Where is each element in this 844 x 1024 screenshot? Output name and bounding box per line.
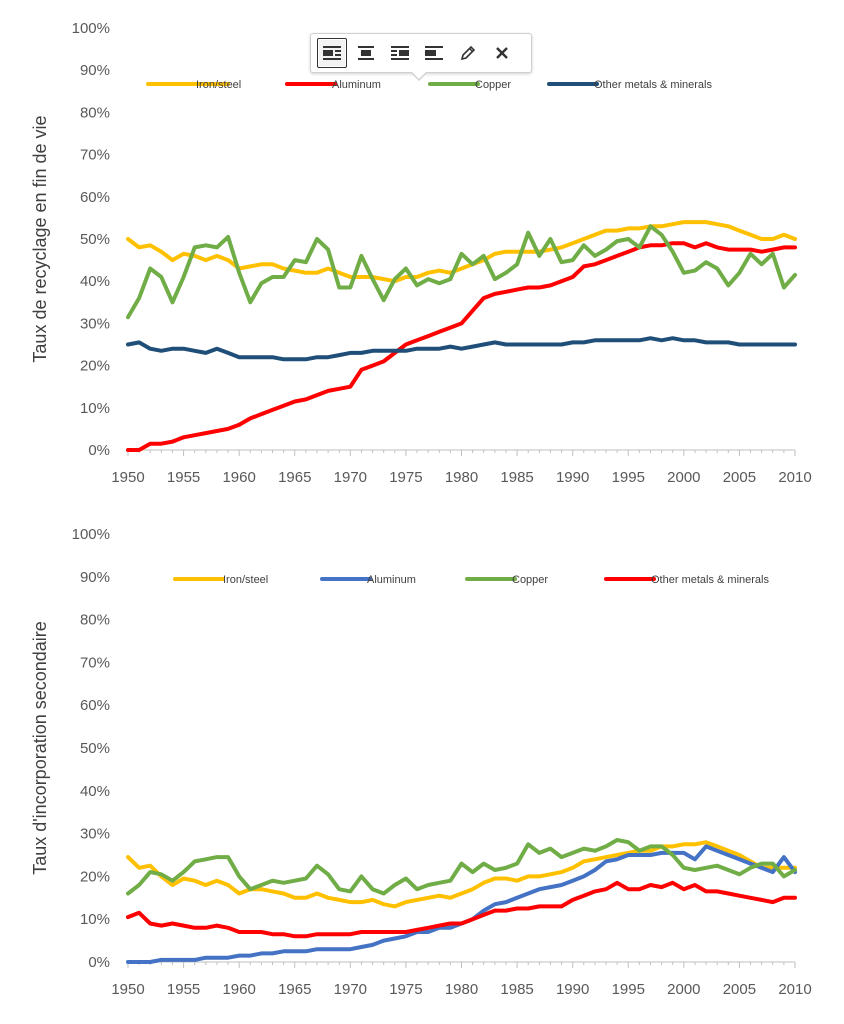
x-tick-label: 2010 bbox=[778, 981, 811, 998]
y-tick-label: 20% bbox=[80, 868, 110, 885]
align-center-icon bbox=[357, 46, 375, 60]
series-line-copper bbox=[126, 224, 797, 320]
series-line-iron-steel bbox=[126, 840, 797, 909]
close-button[interactable] bbox=[487, 38, 517, 68]
align-inline-icon bbox=[323, 46, 341, 60]
y-tick-label: 80% bbox=[80, 612, 110, 629]
x-tick-label: 1950 bbox=[111, 469, 144, 486]
y-tick-label: 20% bbox=[80, 358, 110, 375]
y-tick-label: 80% bbox=[80, 104, 110, 121]
edit-pencil-button[interactable] bbox=[453, 38, 483, 68]
chart-2: 0% 10% 20% 30% 40% 50% 60% 70% 80% 90% 100% 1950 195… bbox=[30, 526, 812, 998]
align-inline-button[interactable] bbox=[317, 38, 347, 68]
legend-label: Iron/steel bbox=[196, 79, 241, 91]
image-align-toolbar bbox=[310, 33, 532, 73]
x-tick-label: 1955 bbox=[167, 981, 200, 998]
x-tick-label: 1970 bbox=[334, 981, 367, 998]
x-tick-label: 1960 bbox=[222, 981, 255, 998]
legend-item: Iron/steel bbox=[173, 574, 268, 586]
legend-label: Copper bbox=[475, 79, 511, 91]
chart-1: 0% 10% 20% 30% 40% 50% 60% 70% 80% 90% 100% 1950 195… bbox=[30, 20, 812, 486]
legend-label: Other metals & minerals bbox=[594, 79, 712, 91]
series-line-other-metals-minerals bbox=[126, 336, 797, 362]
legend-item: Other metals & minerals bbox=[604, 574, 769, 586]
y-tick-label: 40% bbox=[80, 783, 110, 800]
y-tick-label: 60% bbox=[80, 697, 110, 714]
x-tick-label: 1955 bbox=[167, 469, 200, 486]
x-tick-label: 1995 bbox=[612, 981, 645, 998]
x-tick-label: 2000 bbox=[667, 981, 700, 998]
align-wrap-right-icon bbox=[391, 46, 409, 60]
y-tick-label: 40% bbox=[80, 273, 110, 290]
y-tick-label: 100% bbox=[72, 20, 110, 37]
x-tick-label: 2005 bbox=[723, 981, 756, 998]
y-tick-label: 60% bbox=[80, 189, 110, 206]
align-wrap-right-button[interactable] bbox=[385, 38, 415, 68]
y-tick-label: 50% bbox=[80, 231, 110, 248]
x-tick-label: 2000 bbox=[667, 469, 700, 486]
legend-item: Aluminum bbox=[320, 574, 416, 586]
y-tick-label: 10% bbox=[80, 400, 110, 417]
y-tick-label: 10% bbox=[80, 911, 110, 928]
y-tick-label: 30% bbox=[80, 826, 110, 843]
y-tick-label: 90% bbox=[80, 62, 110, 79]
y-tick-label: 70% bbox=[80, 147, 110, 164]
y-tick-label: 100% bbox=[72, 526, 110, 543]
close-icon bbox=[495, 46, 509, 60]
x-tick-label: 1990 bbox=[556, 981, 589, 998]
x-tick-label: 1985 bbox=[500, 981, 533, 998]
y-tick-label: 90% bbox=[80, 569, 110, 586]
x-tick-label: 1965 bbox=[278, 469, 311, 486]
y-tick-label: 70% bbox=[80, 654, 110, 671]
y-axis-title: Taux de recyclage en fin de vie bbox=[30, 115, 50, 362]
legend-label: Aluminum bbox=[367, 574, 416, 586]
series-line-other-metals-minerals bbox=[126, 880, 797, 939]
x-tick-label: 1950 bbox=[111, 981, 144, 998]
legend-item: Iron/steel bbox=[146, 79, 241, 91]
x-tick-label: 1980 bbox=[445, 981, 478, 998]
legend-item: Aluminum bbox=[285, 79, 381, 91]
align-left-icon bbox=[425, 46, 443, 60]
x-tick-label: 1985 bbox=[500, 469, 533, 486]
legend-label: Aluminum bbox=[332, 79, 381, 91]
x-tick-label: 1970 bbox=[334, 469, 367, 486]
series-line-copper bbox=[126, 838, 797, 896]
legend-label: Other metals & minerals bbox=[651, 574, 769, 586]
align-center-button[interactable] bbox=[351, 38, 381, 68]
x-tick-label: 1965 bbox=[278, 981, 311, 998]
legend-item: Other metals & minerals bbox=[547, 79, 712, 91]
y-tick-label: 30% bbox=[80, 315, 110, 332]
x-tick-label: 1980 bbox=[445, 469, 478, 486]
legend-label: Iron/steel bbox=[223, 574, 268, 586]
y-axis-title: Taux d'incorporation secondaire bbox=[30, 621, 50, 875]
y-tick-label: 0% bbox=[88, 442, 110, 459]
legend-label: Copper bbox=[512, 574, 548, 586]
edit-pencil-icon bbox=[460, 45, 476, 61]
x-tick-label: 1995 bbox=[612, 469, 645, 486]
x-tick-label: 1960 bbox=[222, 469, 255, 486]
x-tick-label: 1975 bbox=[389, 981, 422, 998]
legend-item: Copper bbox=[428, 79, 511, 91]
y-tick-label: 50% bbox=[80, 740, 110, 757]
toolbar-arrow-inner bbox=[411, 71, 427, 79]
x-tick-label: 2005 bbox=[723, 469, 756, 486]
x-tick-label: 1975 bbox=[389, 469, 422, 486]
x-tick-label: 2010 bbox=[778, 469, 811, 486]
x-tick-label: 1990 bbox=[556, 469, 589, 486]
series-line-aluminum bbox=[126, 241, 797, 452]
align-left-button[interactable] bbox=[419, 38, 449, 68]
y-tick-label: 0% bbox=[88, 954, 110, 971]
legend-item: Copper bbox=[465, 574, 548, 586]
